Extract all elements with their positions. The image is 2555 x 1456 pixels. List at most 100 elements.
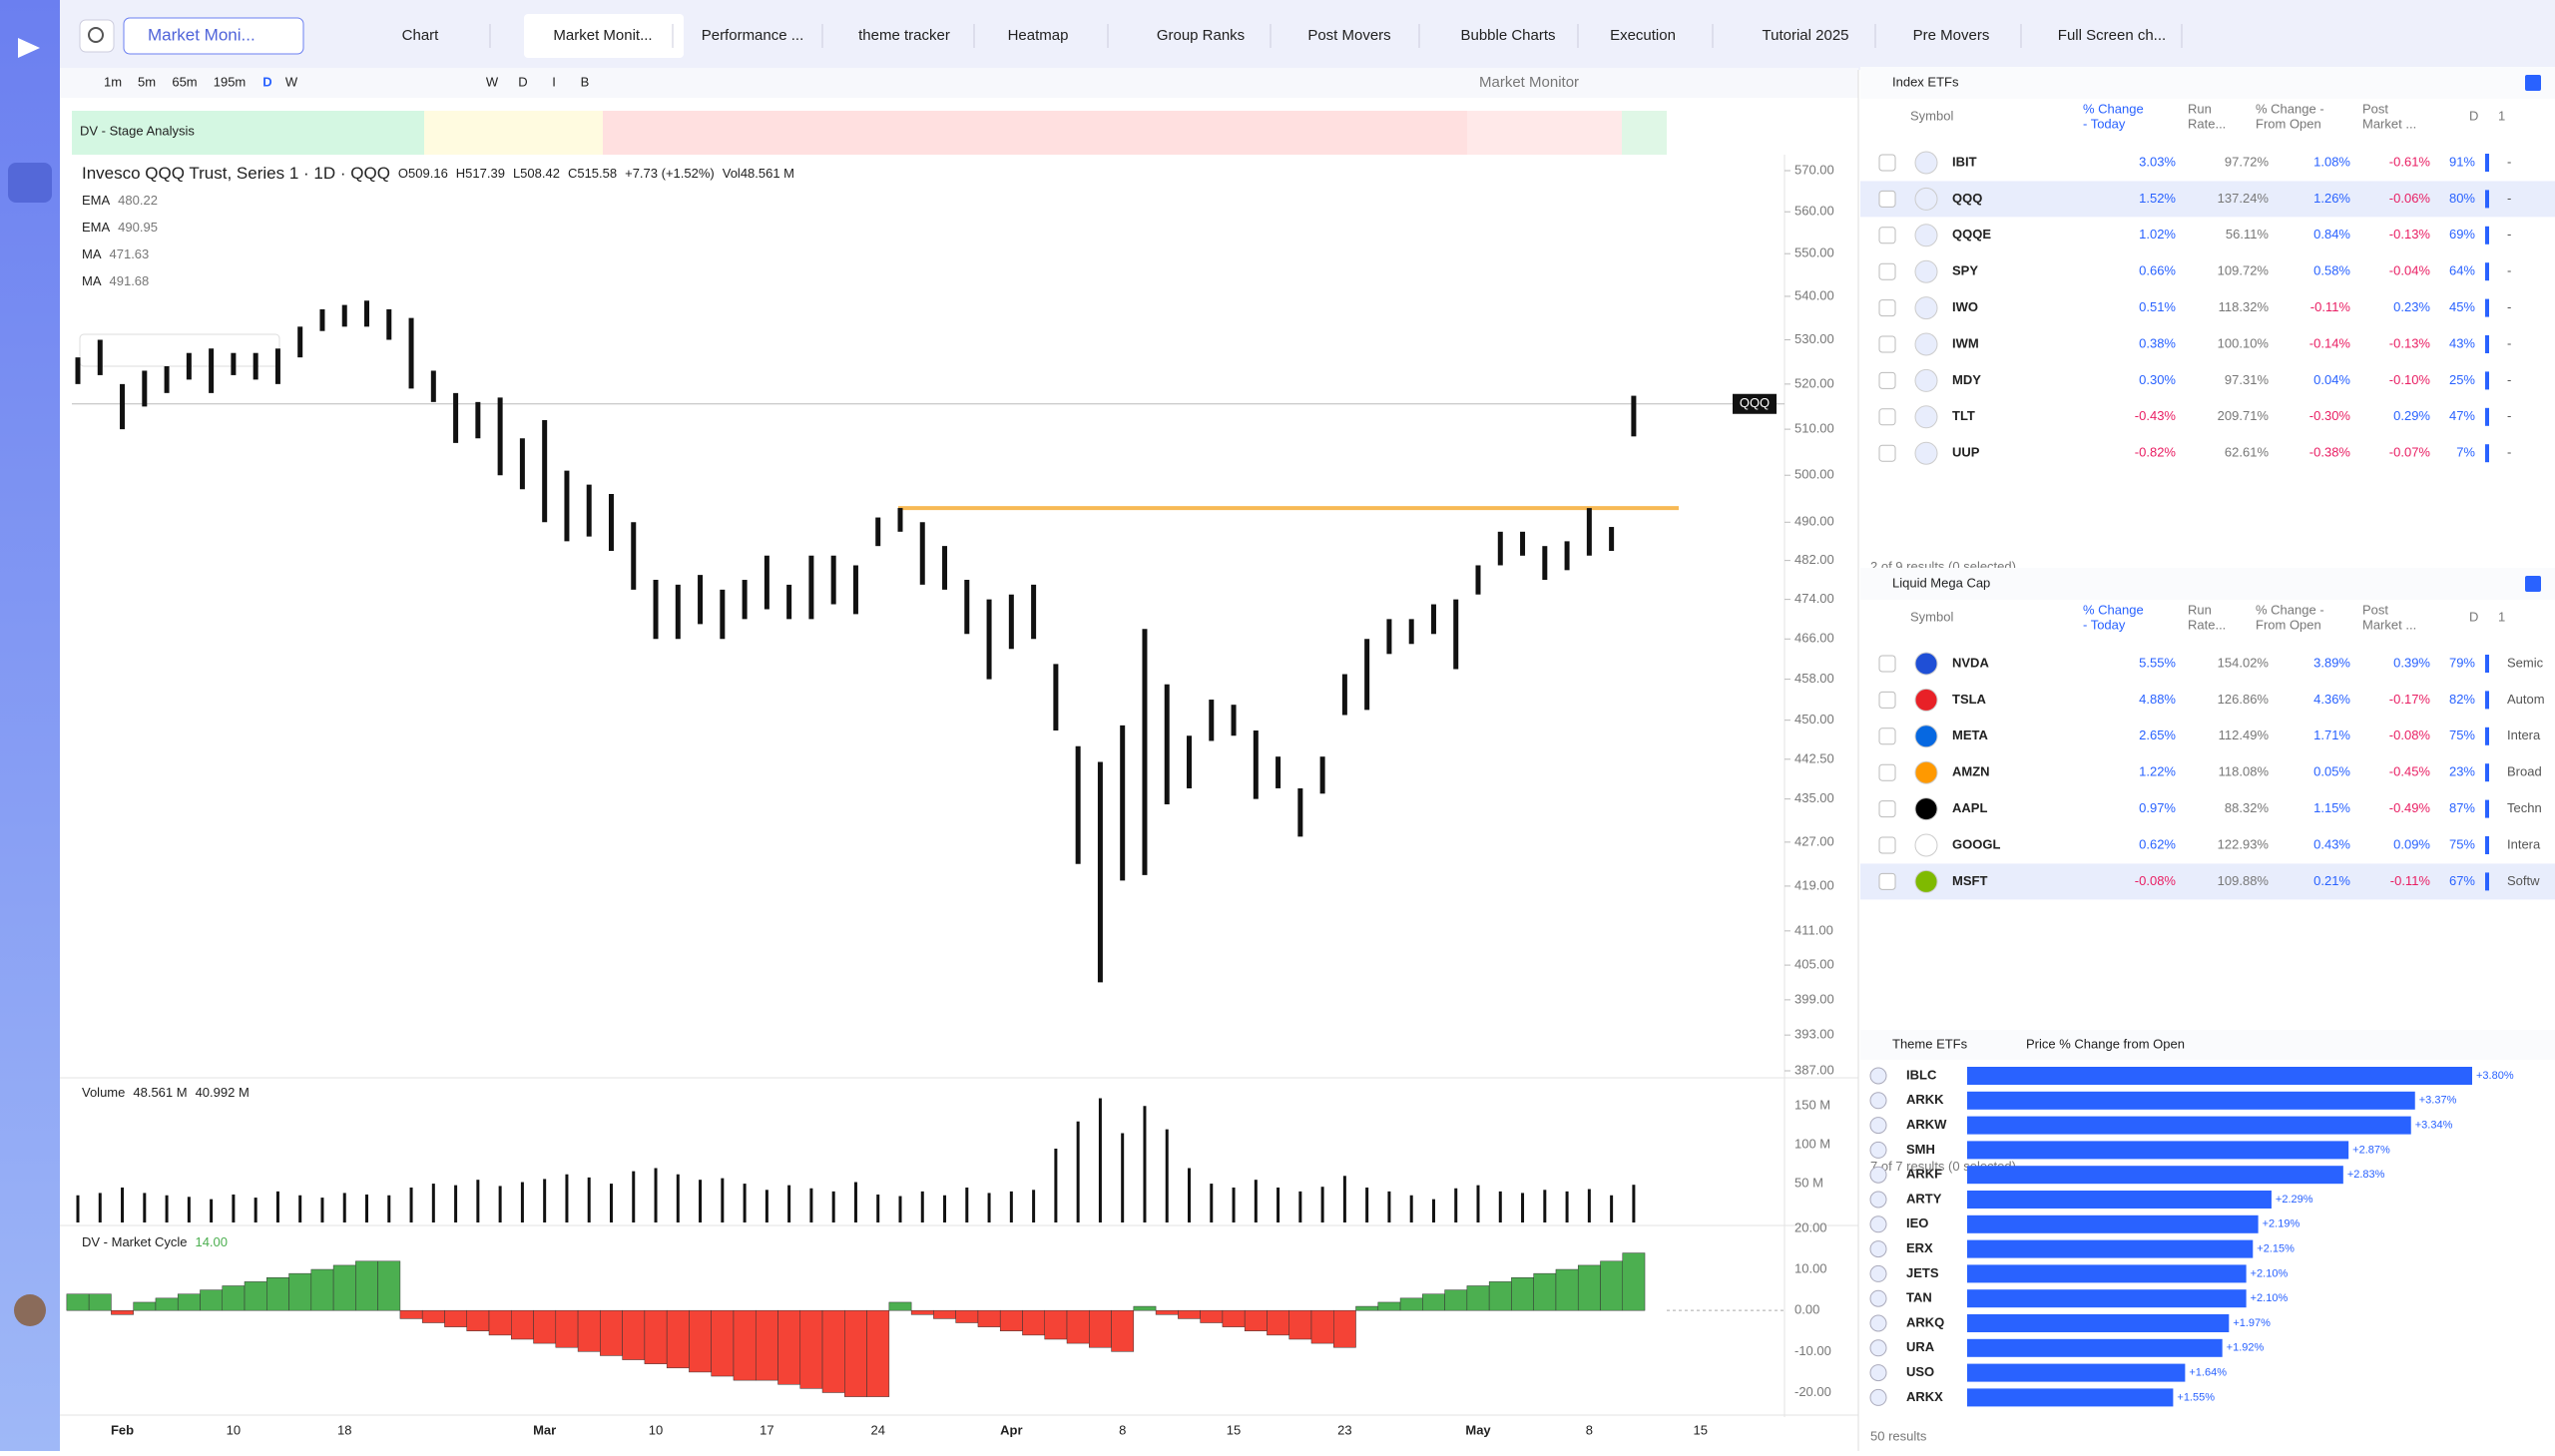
column-header: Symbol	[1910, 609, 1953, 624]
tab[interactable]: Pre Movers	[1913, 27, 1990, 44]
row-checkbox[interactable]	[1878, 262, 1896, 280]
panel-header	[1860, 67, 2555, 99]
cycle-bar	[399, 1309, 423, 1319]
mode-button[interactable]: B	[581, 74, 590, 89]
row-checkbox[interactable]	[1878, 655, 1896, 673]
cycle-bar	[200, 1289, 224, 1311]
cell: -0.07%	[2389, 445, 2431, 460]
legend-ohlc: H517.39	[456, 166, 505, 181]
cell: 109.72%	[2218, 263, 2270, 278]
cell: AAPL	[1952, 800, 1987, 815]
cell: 1.08%	[2313, 154, 2350, 169]
cell: 80%	[2449, 191, 2475, 206]
tab[interactable]: Bubble Charts	[1460, 27, 1555, 44]
y-tick-label: 500.00	[1794, 467, 1834, 482]
sidebar	[0, 0, 60, 1451]
play-icon	[1869, 1117, 1887, 1135]
cell: -0.14%	[2309, 335, 2351, 350]
theme-value-label: +1.55%	[2177, 1391, 2215, 1403]
cell: 4.36%	[2313, 692, 2350, 707]
column-header: Market ...	[2362, 116, 2416, 131]
tab[interactable]: Heatmap	[1008, 27, 1069, 44]
row-checkbox[interactable]	[1878, 836, 1896, 854]
panel-toggle[interactable]	[2525, 75, 2541, 91]
cell: 0.38%	[2139, 335, 2176, 350]
x-tick-label: Feb	[111, 1422, 134, 1437]
cycle-bar	[355, 1260, 378, 1311]
interval-button[interactable]: 5m	[138, 74, 156, 89]
cycle-bar	[155, 1297, 179, 1311]
interval-button[interactable]: 1m	[104, 74, 122, 89]
interval-button[interactable]: W	[285, 74, 298, 89]
cell: Autom	[2507, 692, 2545, 707]
tab[interactable]: Performance ...	[702, 27, 804, 44]
cycle-bar	[777, 1309, 801, 1385]
mode-button[interactable]: D	[518, 74, 527, 89]
cycle-bar	[1178, 1309, 1201, 1319]
row-checkbox[interactable]	[1878, 691, 1896, 709]
d-bar	[2485, 154, 2489, 172]
tab[interactable]: Tutorial 2025	[1763, 27, 1849, 44]
cell: 0.62%	[2139, 836, 2176, 851]
y-tick-label: 435.00	[1794, 790, 1834, 805]
indicator: MA 491.68	[82, 273, 149, 288]
cell: 154.02%	[2218, 655, 2270, 670]
tab[interactable]: Post Movers	[1307, 27, 1390, 44]
cycle-bar	[310, 1268, 334, 1311]
cell: -0.38%	[2309, 445, 2351, 460]
row-checkbox[interactable]	[1878, 335, 1896, 353]
sidebar-active[interactable]	[8, 163, 52, 203]
cycle-bar	[111, 1309, 134, 1315]
cell: 209.71%	[2218, 408, 2270, 423]
row-checkbox[interactable]	[1878, 408, 1896, 426]
row-checkbox[interactable]	[1878, 800, 1896, 818]
cell: -0.30%	[2309, 408, 2351, 423]
row-checkbox[interactable]	[1878, 190, 1896, 208]
row-icon	[1914, 187, 1938, 211]
top-bar	[0, 0, 2555, 70]
avatar[interactable]	[14, 1294, 46, 1326]
row-checkbox[interactable]	[1878, 763, 1896, 781]
row-checkbox[interactable]	[1878, 299, 1896, 317]
legend-ohlc: L508.42	[513, 166, 560, 181]
search[interactable]	[79, 19, 115, 53]
cycle-bar	[1444, 1289, 1468, 1311]
interval-button[interactable]: 65m	[172, 74, 197, 89]
cell: QQQ	[1952, 191, 1982, 206]
cycle-bar	[555, 1309, 579, 1348]
cell: 62.61%	[2225, 445, 2270, 460]
cycle-value: 14.00	[195, 1234, 228, 1249]
tab[interactable]: theme tracker	[858, 27, 950, 44]
play-icon	[1869, 1191, 1887, 1209]
row-checkbox[interactable]	[1878, 371, 1896, 389]
theme-bar	[1967, 1166, 2343, 1185]
panel-toggle[interactable]	[2525, 576, 2541, 592]
mode-button[interactable]: I	[552, 74, 556, 89]
theme-symbol: ARKQ	[1906, 1314, 1944, 1329]
cell: 1.52%	[2139, 191, 2176, 206]
row-checkbox[interactable]	[1878, 227, 1896, 244]
cycle-bar	[1333, 1309, 1356, 1348]
layout-select[interactable]	[123, 17, 304, 55]
row-icon	[1914, 760, 1938, 784]
row-checkbox[interactable]	[1878, 872, 1896, 890]
cycle-bar	[622, 1309, 646, 1360]
tab[interactable]: Chart	[402, 27, 440, 44]
d-bar	[2485, 727, 2489, 745]
y-tick-label: 411.00	[1794, 922, 1833, 937]
interval-button[interactable]: D	[262, 74, 271, 89]
mode-button[interactable]: W	[486, 74, 499, 89]
stage-segment	[1467, 111, 1622, 155]
indicator-name: EMA	[82, 220, 111, 235]
row-checkbox[interactable]	[1878, 728, 1896, 745]
theme-symbol: TAN	[1906, 1290, 1932, 1305]
tab[interactable]: Full Screen ch...	[2058, 27, 2166, 44]
row-checkbox[interactable]	[1878, 444, 1896, 462]
tab[interactable]: Market Monit...	[553, 27, 652, 44]
tab[interactable]: Execution	[1610, 27, 1676, 44]
tab[interactable]: Group Ranks	[1157, 27, 1245, 44]
interval-button[interactable]: 195m	[214, 74, 247, 89]
d-bar	[2485, 836, 2489, 854]
row-checkbox[interactable]	[1878, 154, 1896, 172]
cycle-bar	[1288, 1309, 1312, 1340]
